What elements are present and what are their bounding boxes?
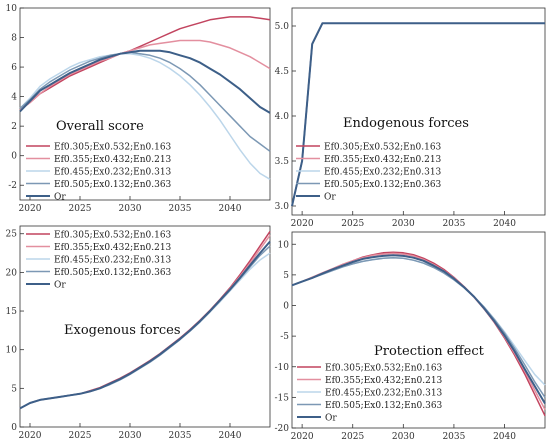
legend: Ef0.305;Ex0.532;En0.163 Ef0.355;Ex0.432;E… <box>296 143 442 203</box>
y-tick-label: 6 <box>11 63 17 73</box>
chart-panel-overall: -2 0 2 4 6 8 10 2020 2025 2030 2035 2040 Overall sco… <box>6 4 271 214</box>
series-line-1 <box>291 22 545 207</box>
series-line-2 <box>291 22 545 207</box>
y-tick-label: 4.0 <box>275 112 290 122</box>
x-tick-label: 2030 <box>119 204 142 214</box>
legend-label: Ef0.305;Ex0.532;En0.163 <box>325 364 443 374</box>
y-tick-label: -10 <box>275 363 290 373</box>
y-tick-label: 5 <box>11 384 17 394</box>
x-tick-label: 2040 <box>219 204 242 214</box>
x-tick-label: 2025 <box>69 204 92 214</box>
y-tick-label: 3.5 <box>275 157 290 167</box>
legend-label: Ef0.505;Ex0.132;En0.363 <box>324 180 442 190</box>
chart-title: Endogenous forces <box>343 116 469 131</box>
x-tick-label: 2040 <box>219 431 242 441</box>
x-tick-label: 2030 <box>392 219 415 229</box>
y-tick-label: 0 <box>11 423 17 433</box>
x-tick-label: 2035 <box>169 431 192 441</box>
y-tick-label: 4 <box>11 93 17 103</box>
y-tick-label: -2 <box>8 181 17 191</box>
series-line-2 <box>291 252 546 410</box>
series-line-4 <box>291 256 546 398</box>
x-tick-label: 2035 <box>442 432 465 442</box>
plot-frame <box>291 231 546 429</box>
x-tick-label: 2035 <box>169 204 192 214</box>
x-tick-label: 2025 <box>341 432 364 442</box>
x-tick-label: 2025 <box>69 431 92 441</box>
series-line-5 <box>291 254 546 405</box>
series-line-2 <box>19 39 271 111</box>
x-tick-label: 2030 <box>119 431 142 441</box>
legend-label: Ef0.505;Ex0.132;En0.363 <box>54 180 172 190</box>
plot-frame <box>291 7 546 216</box>
y-tick-label: -5 <box>280 332 289 342</box>
series-line-5 <box>19 240 271 410</box>
series-line-3 <box>291 22 545 207</box>
x-tick-label: 2020 <box>19 204 42 214</box>
x-tick-label: 2025 <box>341 219 364 229</box>
y-tick-label: 8 <box>11 34 17 44</box>
chart-title: Exogenous forces <box>64 323 181 338</box>
y-tick-label: 0 <box>283 302 289 312</box>
x-tick-label: 2030 <box>392 432 415 442</box>
legend-label: Ef0.355;Ex0.432;En0.213 <box>54 155 172 165</box>
x-tick-label: 2040 <box>493 432 516 442</box>
y-tick-label: 25 <box>6 230 18 240</box>
legend-label: Ef0.455;Ex0.232;En0.313 <box>324 168 442 178</box>
x-tick-label: 2020 <box>19 431 42 441</box>
y-tick-label: 3.0 <box>275 202 290 212</box>
chart-title: Overall score <box>56 119 144 134</box>
legend-label: Ef0.505;Ex0.132;En0.363 <box>325 401 443 411</box>
legend-label: Ef0.305;Ex0.532;En0.163 <box>54 143 172 153</box>
y-tick-label: -20 <box>275 424 290 434</box>
legend-label: Ef0.355;Ex0.432;En0.213 <box>54 243 172 253</box>
chart-panel-protection: -20 -15 -10 -5 0 5 10 2020 2025 2030 2035 2040 Prote… <box>275 231 546 442</box>
legend-label: Ef0.505;Ex0.132;En0.363 <box>54 268 172 278</box>
legend-label: Ef0.355;Ex0.432;En0.213 <box>324 155 442 165</box>
y-tick-label: 10 <box>6 346 18 356</box>
series-line-4 <box>19 51 271 152</box>
plot-frame <box>19 7 271 201</box>
y-tick-label: 20 <box>6 268 18 278</box>
y-tick-label: 5 <box>283 271 289 281</box>
legend: Ef0.305;Ex0.532;En0.163 Ef0.355;Ex0.432;E… <box>26 143 172 203</box>
series-line-3 <box>19 53 271 180</box>
legend-label: Ef0.305;Ex0.532;En0.163 <box>54 231 172 241</box>
y-tick-label: 0 <box>11 152 17 162</box>
y-tick-label: 4.5 <box>275 67 290 77</box>
legend-label: Ef0.305;Ex0.532;En0.163 <box>324 143 442 153</box>
y-tick-label: -15 <box>275 393 290 403</box>
legend-label: Ef0.355;Ex0.432;En0.213 <box>325 376 443 386</box>
y-tick-label: 10 <box>6 4 18 14</box>
y-tick-label: 15 <box>6 307 18 317</box>
x-tick-label: 2020 <box>291 432 314 442</box>
legend-label: Ef0.455;Ex0.232;En0.313 <box>54 168 172 178</box>
chart-title: Protection effect <box>374 344 485 359</box>
legend: Ef0.305;Ex0.532;En0.163 Ef0.355;Ex0.432;E… <box>297 364 443 424</box>
series-line-1 <box>19 16 271 111</box>
series-line-5 <box>291 22 545 207</box>
legend: Ef0.305;Ex0.532;En0.163 Ef0.355;Ex0.432;E… <box>26 231 172 291</box>
legend-label: Ef0.455;Ex0.232;En0.313 <box>325 389 443 399</box>
plot-frame <box>19 225 271 428</box>
chart-panel-endogenous: 3.0 3.5 4.0 4.5 5.0 2020 2025 2030 2035 2040 Endog… <box>275 7 546 229</box>
x-tick-label: 2040 <box>493 219 516 229</box>
y-tick-label: 2 <box>11 122 17 132</box>
series-line-5 <box>19 49 271 114</box>
legend-label: Or <box>54 193 66 203</box>
x-tick-label: 2035 <box>442 219 465 229</box>
series-line-4 <box>291 22 545 207</box>
legend-label: Or <box>325 414 337 424</box>
y-tick-label: 10 <box>278 240 290 250</box>
legend-label: Ef0.455;Ex0.232;En0.313 <box>54 256 172 266</box>
x-tick-label: 2020 <box>291 219 314 229</box>
legend-label: Or <box>54 281 66 291</box>
y-tick-label: 5.0 <box>275 22 290 32</box>
legend-label: Or <box>324 193 336 203</box>
